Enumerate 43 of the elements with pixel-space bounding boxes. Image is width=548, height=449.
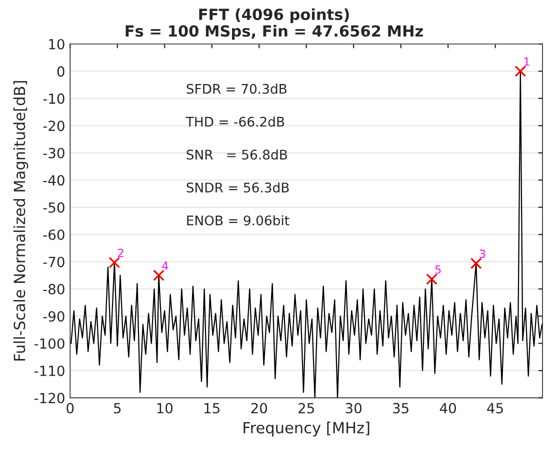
x-tick-label: 45 xyxy=(487,403,503,414)
y-tick-label: -50 xyxy=(43,202,64,213)
point xyxy=(514,66,526,77)
chart-subtitle: Fs = 100 MSps, Fin = 47.6562 MHz xyxy=(126,24,423,40)
x-tick-label: 20 xyxy=(251,402,268,414)
point xyxy=(426,273,438,285)
x-tick-label: 0 xyxy=(66,402,74,414)
x-tick-label: 35 xyxy=(393,402,408,414)
annotation: 3 xyxy=(480,250,486,258)
y-tick-label: -60 xyxy=(43,229,64,240)
y-tick-label: 0 xyxy=(57,66,64,77)
point xyxy=(153,270,164,282)
point xyxy=(470,258,482,270)
y-tick-label: -80 xyxy=(43,284,64,294)
annotation: 4 xyxy=(162,262,168,270)
y-tick-label: -10 xyxy=(43,93,64,104)
y-tick-label: -30 xyxy=(43,148,64,158)
annotation: 2 xyxy=(118,248,124,257)
annotation: ENOB = 9.06bit xyxy=(187,215,290,226)
point xyxy=(108,256,120,268)
x-tick-label: 5 xyxy=(114,403,121,414)
y-tick-label: -90 xyxy=(43,311,64,322)
y-tick-label: -70 xyxy=(43,256,64,268)
y-axis-title: Full-Scale Normalized Magnitude[dB] xyxy=(13,81,28,360)
annotation: SNDR = 56.3dB xyxy=(186,182,289,193)
y-tick-label: 10 xyxy=(49,38,64,50)
annotation: THD = -66.2dB xyxy=(186,116,284,127)
annotation: SFDR = 70.3dB xyxy=(186,84,286,94)
y-tick-label: -20 xyxy=(43,120,64,132)
y-tick-label: -100 xyxy=(34,338,64,349)
x-tick-label: 25 xyxy=(298,402,314,414)
annotation: 1 xyxy=(524,58,530,66)
x-tick-label: 30 xyxy=(346,402,362,414)
annotation: SNR = 56.8dB xyxy=(186,149,287,160)
y-tick-label: -120 xyxy=(34,392,64,404)
x-tick-label: 10 xyxy=(157,402,173,414)
y-tick-label: -40 xyxy=(43,175,64,186)
x-axis-title: Frequency [MHz] xyxy=(244,422,370,436)
x-tick-label: 40 xyxy=(440,402,456,414)
x-tick-label: 15 xyxy=(204,403,220,414)
annotation: 5 xyxy=(435,265,441,274)
chart-title: FFT (4096 points) xyxy=(199,8,349,24)
y-tick-label: -110 xyxy=(34,366,64,376)
